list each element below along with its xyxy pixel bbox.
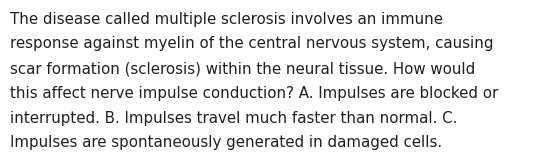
Text: Impulses are spontaneously generated in damaged cells.: Impulses are spontaneously generated in …: [10, 135, 442, 150]
Text: response against myelin of the central nervous system, causing: response against myelin of the central n…: [10, 36, 493, 51]
Text: The disease called multiple sclerosis involves an immune: The disease called multiple sclerosis in…: [10, 12, 443, 27]
Text: this affect nerve impulse conduction? A. Impulses are blocked or: this affect nerve impulse conduction? A.…: [10, 86, 498, 101]
Text: interrupted. B. Impulses travel much faster than normal. C.: interrupted. B. Impulses travel much fas…: [10, 111, 458, 126]
Text: scar formation (sclerosis) within the neural tissue. How would: scar formation (sclerosis) within the ne…: [10, 61, 475, 76]
